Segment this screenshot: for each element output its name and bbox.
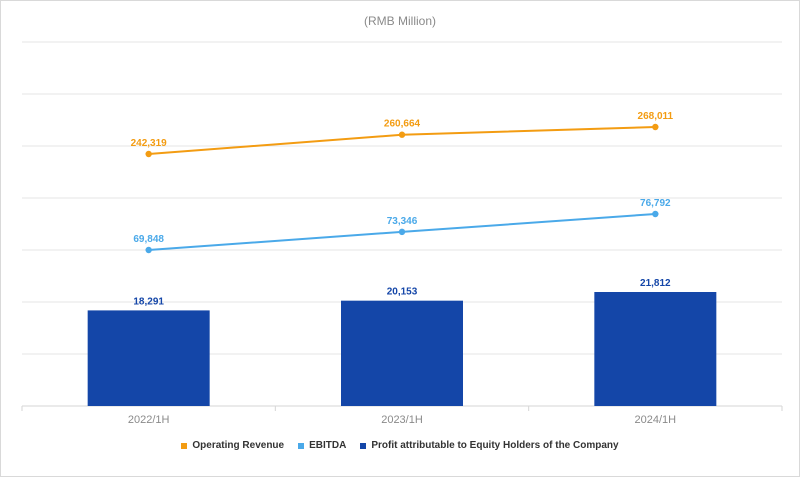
chart-legend: Operating Revenue EBITDA Profit attribut…	[0, 440, 800, 451]
legend-label-ebitda: EBITDA	[309, 440, 347, 451]
point-operating-revenue	[398, 131, 406, 138]
point-ebitda	[398, 228, 406, 236]
bar-data-label: 18,291	[133, 296, 164, 307]
bar-profit	[87, 310, 210, 406]
bar-profit	[594, 292, 717, 406]
point-ebitda	[145, 246, 152, 254]
bar-data-label: 21,812	[640, 278, 671, 289]
series-line-operating-revenue	[148, 126, 656, 155]
data-label-operating-revenue: 268,011	[638, 111, 674, 122]
x-tick-label: 2023/1H	[381, 414, 423, 426]
data-label-ebitda: 73,346	[387, 216, 418, 227]
point-ebitda	[652, 210, 659, 218]
chart-title: (RMB Million)	[364, 14, 436, 28]
legend-label-profit: Profit attributable to Equity Holders of…	[371, 440, 619, 451]
data-label-operating-revenue: 242,319	[131, 138, 168, 149]
bar-profit	[341, 300, 463, 406]
legend-item-ebitda[interactable]: EBITDA	[298, 440, 346, 451]
legend-swatch-operating-revenue	[181, 442, 188, 449]
legend-label-operating-revenue: Operating Revenue	[192, 440, 285, 451]
point-operating-revenue	[145, 150, 152, 158]
data-label-operating-revenue: 260,664	[384, 119, 421, 130]
x-tick-label: 2024/1H	[635, 414, 677, 426]
legend-item-operating-revenue[interactable]: Operating Revenue	[181, 440, 284, 451]
bar-data-label: 20,153	[387, 287, 418, 298]
x-tick-label: 2022/1H	[128, 414, 170, 426]
point-operating-revenue	[652, 123, 659, 131]
legend-swatch-profit	[360, 442, 367, 449]
legend-item-profit[interactable]: Profit attributable to Equity Holders of…	[360, 440, 619, 451]
legend-swatch-ebitda	[298, 442, 305, 449]
data-label-ebitda: 76,792	[640, 198, 671, 209]
data-label-ebitda: 69,848	[133, 234, 164, 245]
